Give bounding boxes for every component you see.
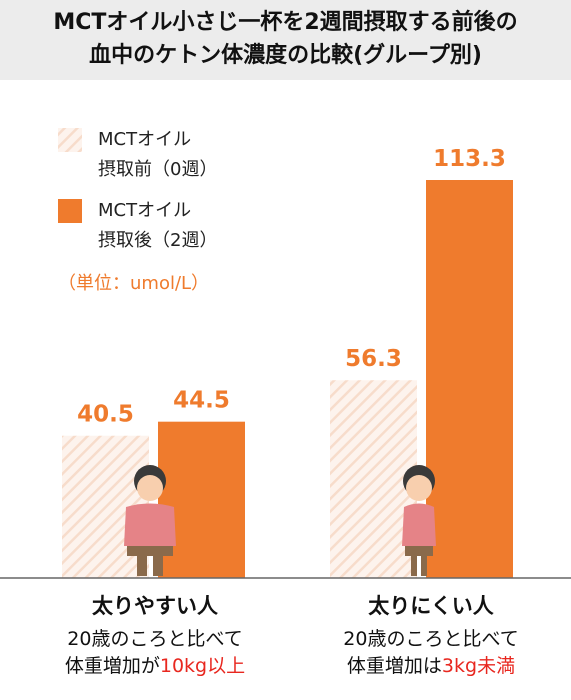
category-label-group-2: 太りにくい人 bbox=[368, 594, 494, 618]
legend-label-before-line-1: MCTオイル bbox=[98, 129, 191, 150]
legend-label-after-line-1: MCTオイル bbox=[98, 200, 191, 221]
legend-swatch-before bbox=[58, 128, 82, 152]
value-label-after-group-2: 113.3 bbox=[433, 146, 506, 172]
group-1-note: 20歳のころと比べて 体重増加が10kg以上 bbox=[20, 626, 290, 680]
group-1-note-line-1: 20歳のころと比べて bbox=[67, 628, 243, 650]
group-1-note-highlight: 10kg以上 bbox=[159, 655, 246, 677]
bar-after-group-2 bbox=[426, 180, 513, 578]
group-2-note-prefix: 体重増加は bbox=[346, 655, 442, 677]
group-1-note-prefix: 体重増加が bbox=[64, 655, 160, 677]
group-2-note-line-2: 体重増加は3kg未満 bbox=[296, 653, 566, 680]
person-illustration-group-1 bbox=[124, 465, 176, 576]
unit-label: （単位：umol/L） bbox=[58, 273, 209, 294]
bar-chart: 40.556.344.5113.3MCTオイル摂取前（0週）MCTオイル摂取後（… bbox=[0, 128, 571, 579]
value-label-before-group-1: 40.5 bbox=[77, 402, 134, 428]
chart-title-box: MCTオイル小さじ一杯を2週間摂取する前後の 血中のケトン体濃度の比較(グループ… bbox=[0, 0, 571, 80]
person-illustration-group-2 bbox=[402, 465, 436, 576]
value-label-after-group-1: 44.5 bbox=[173, 388, 230, 414]
value-label-before-group-2: 56.3 bbox=[345, 346, 402, 372]
group-2-note-highlight: 3kg未満 bbox=[441, 655, 516, 677]
chart-title-line-2: 血中のケトン体濃度の比較(グループ別) bbox=[89, 43, 482, 68]
category-label-group-1: 太りやすい人 bbox=[92, 594, 218, 618]
group-2-note: 20歳のころと比べて 体重増加は3kg未満 bbox=[296, 626, 566, 680]
legend-label-after-line-2: 摂取後（2週） bbox=[98, 230, 217, 251]
legend-swatch-after bbox=[58, 199, 82, 223]
chart-title-line-1: MCTオイル小さじ一杯を2週間摂取する前後の bbox=[53, 10, 518, 35]
legend-label-before-line-2: 摂取前（0週） bbox=[98, 159, 217, 180]
group-1-note-line-2: 体重増加が10kg以上 bbox=[20, 653, 290, 680]
group-2-note-line-1: 20歳のころと比べて bbox=[343, 628, 519, 650]
